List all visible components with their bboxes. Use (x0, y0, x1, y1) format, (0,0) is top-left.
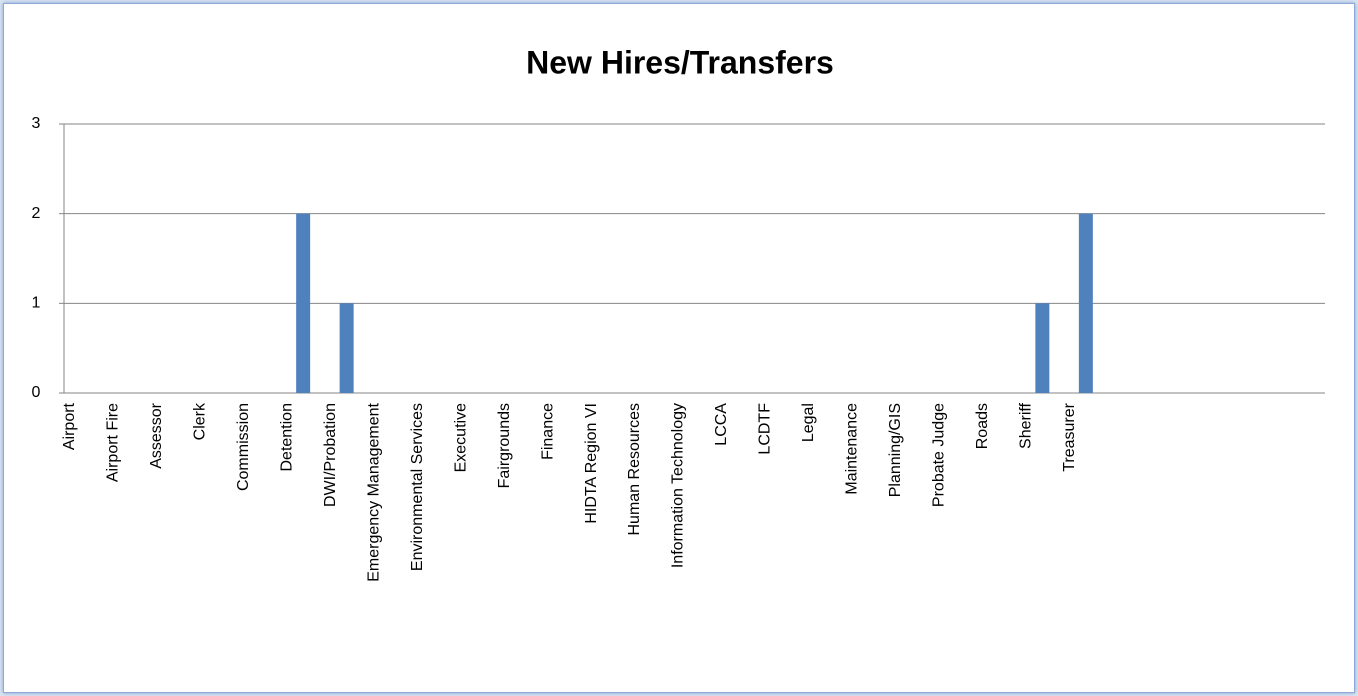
x-tick-label: Planning/GIS (887, 403, 904, 497)
x-tick-label: Emergency Management (365, 402, 382, 581)
y-tick-label: 2 (32, 205, 41, 222)
x-tick-label: Clerk (191, 402, 208, 440)
bar (339, 303, 354, 393)
x-tick-label: Airport Fire (104, 403, 121, 482)
x-tick-label: DWI/Probation (322, 403, 339, 507)
x-tick-label: Probate Judge (931, 403, 948, 507)
x-tick-label: Fairgrounds (496, 403, 513, 488)
x-tick-label: Roads (974, 403, 991, 449)
x-tick-label: Commission (235, 403, 252, 491)
x-tick-label: Sheriff (1018, 402, 1035, 449)
x-tick-label: Information Technology (670, 403, 687, 568)
x-tick-label: Airport (61, 402, 78, 450)
y-tick-label: 0 (32, 384, 41, 401)
x-tick-label: Detention (278, 403, 295, 472)
x-tick-label: HIDTA Region VI (583, 403, 600, 524)
bar (1035, 303, 1050, 393)
x-tick-label: Assessor (148, 402, 165, 468)
x-tick-label: Legal (800, 403, 817, 442)
x-tick-label: Maintenance (844, 403, 861, 495)
bar (296, 213, 311, 393)
bar (1078, 213, 1093, 393)
x-tick-label: LCDTF (757, 403, 774, 455)
y-tick-label: 1 (32, 295, 41, 312)
x-tick-label: Treasurer (1061, 402, 1078, 471)
x-tick-label: Executive (452, 403, 469, 472)
x-tick-label: Environmental Services (409, 403, 426, 571)
y-tick-label: 3 (32, 115, 41, 132)
chart-frame (3, 3, 1355, 693)
x-tick-label: Finance (539, 403, 556, 460)
x-tick-label: Human Resources (626, 403, 643, 536)
chart-title: New Hires/Transfers (526, 44, 834, 80)
x-tick-label: LCCA (713, 403, 730, 446)
